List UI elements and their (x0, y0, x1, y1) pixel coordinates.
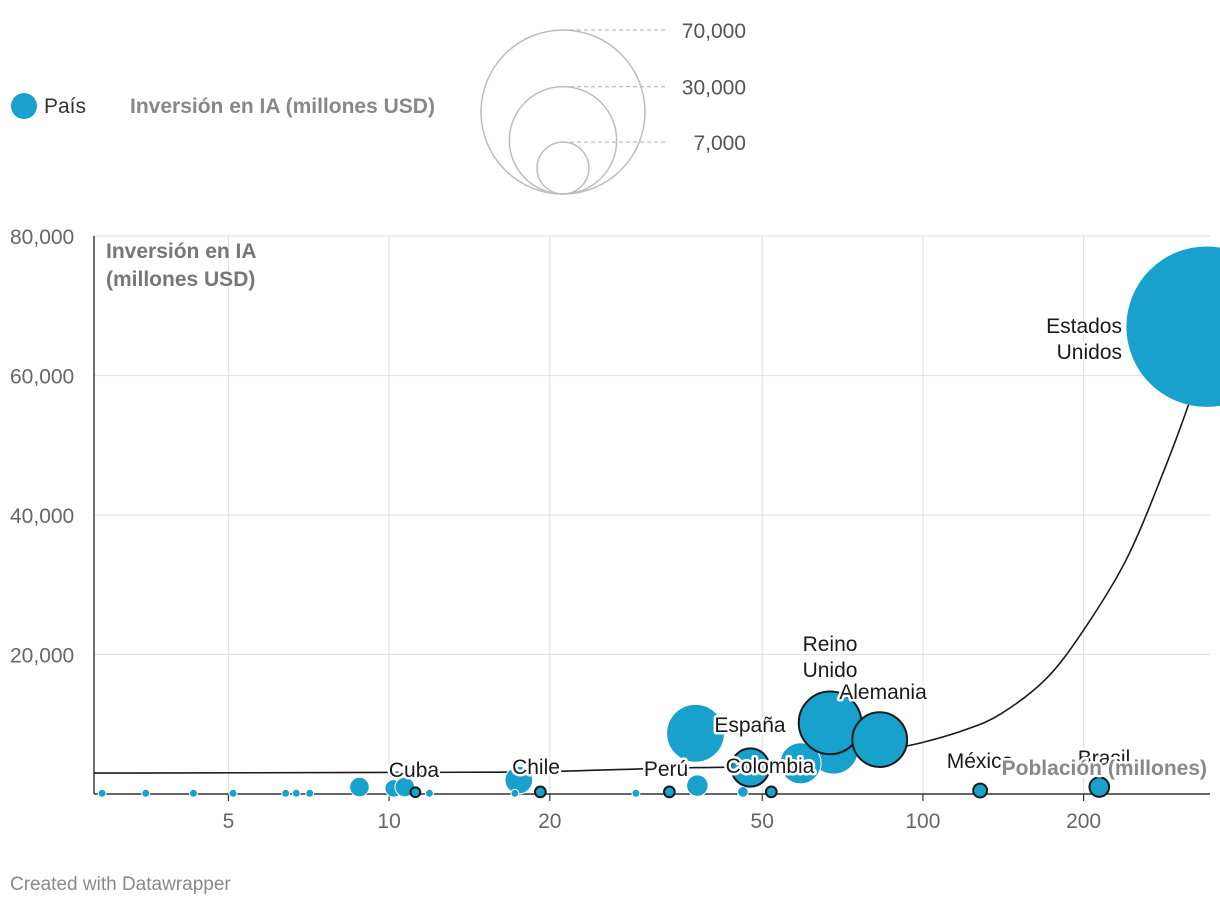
bubble-chile (533, 785, 547, 799)
data-points (97, 246, 1220, 799)
legend-size-title: Inversión en IA (millones USD) (130, 95, 435, 118)
trend-line (93, 333, 1211, 774)
bubble-méxico (972, 782, 989, 799)
point-label-españa: España (714, 714, 786, 737)
bubble (424, 788, 434, 798)
y-axis-title: (millones USD) (106, 268, 255, 291)
legend-size-label: 7,000 (693, 132, 746, 155)
y-tick-label: 80,000 (10, 226, 74, 249)
x-tick-label: 100 (905, 810, 940, 833)
point-label-alemania: Alemania (839, 681, 927, 704)
bubble (666, 703, 725, 763)
bubble (291, 788, 301, 798)
legend-series-label: País (44, 95, 86, 118)
point-label-chile: Chile (512, 756, 560, 779)
axes: 20,000 40,000 60,000 80,000 5 10 20 50 100 200 Inv… (10, 226, 1210, 833)
bubble-estados-unidos (1126, 246, 1220, 407)
bubble-perú (663, 785, 676, 799)
grid (94, 235, 1210, 794)
legend-size-circle (480, 29, 646, 195)
legend-series-swatch (11, 93, 37, 119)
legend-size-label: 70,000 (682, 20, 746, 43)
bubble-cuba (409, 786, 422, 799)
bubble (510, 788, 520, 798)
point-label-méxico: México (947, 750, 1014, 773)
bubble (631, 788, 641, 798)
bubble (779, 742, 822, 785)
point-label-colombia: Colombia (726, 755, 815, 778)
bubble (305, 788, 315, 798)
bubble-alemania (851, 711, 909, 768)
legend: País Inversión en IA (millones USD) 70,000… (11, 20, 746, 195)
bubble (188, 788, 198, 798)
datawrapper-credit: Created with Datawrapper (10, 874, 231, 895)
x-tick-label: 200 (1066, 810, 1101, 833)
legend-size-circle (508, 85, 618, 195)
y-tick-label: 60,000 (10, 366, 74, 389)
x-tick-label: 5 (223, 810, 235, 833)
bubble-colombia (764, 785, 778, 799)
legend-size-circle (536, 141, 590, 195)
y-tick-label: 40,000 (10, 505, 74, 528)
bubble-españa (730, 747, 771, 788)
bubble (228, 788, 238, 798)
point-label-cuba: Cuba (389, 759, 440, 782)
bubble (737, 786, 749, 798)
y-axis-title: Inversión en IA (106, 240, 257, 263)
bubble (281, 788, 291, 798)
point-label-brasil: Brasil (1078, 747, 1131, 770)
point-label-estados-unidos: Estados Unidos (1046, 315, 1122, 364)
x-tick-label: 20 (538, 810, 561, 833)
bubble (97, 788, 107, 798)
x-axis-title: Población (millones) (1002, 757, 1207, 780)
point-label-reino-unido: Reino Unido (803, 633, 858, 682)
y-tick-label: 20,000 (10, 645, 74, 668)
bubble (141, 788, 151, 798)
bubble (349, 776, 370, 798)
legend-size-label: 30,000 (682, 77, 746, 100)
bubble-brasil (1088, 776, 1111, 798)
bubble (686, 774, 709, 797)
point-label-perú: Perú (644, 758, 688, 781)
x-tick-label: 10 (377, 810, 400, 833)
x-tick-label: 50 (751, 810, 774, 833)
